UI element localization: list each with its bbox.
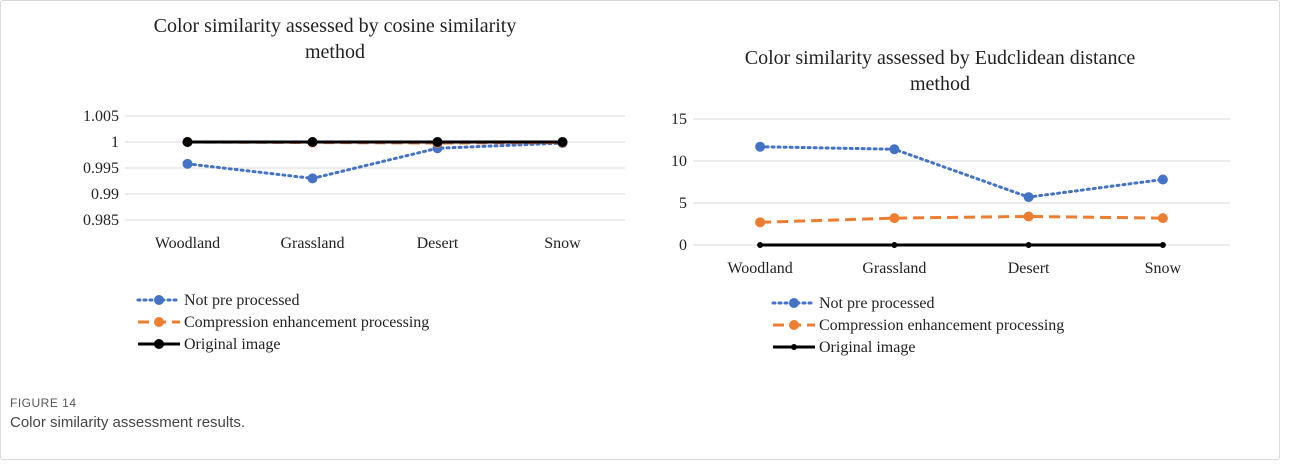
- data-point: [889, 144, 900, 155]
- y-tick-label: 5: [679, 195, 687, 212]
- legend-label: Compression enhancement processing: [819, 317, 1064, 334]
- chart-title-line-1: Color similarity assessed by Eudclidean …: [745, 47, 1136, 69]
- legend-label: Original image: [184, 336, 280, 353]
- data-point: [1157, 174, 1168, 185]
- x-tick-label: Desert: [1008, 260, 1050, 277]
- legend-entry: Not pre processed: [136, 292, 300, 309]
- chart-euclidean-distance: Color similarity assessed by Eudclidean …: [671, 47, 1230, 356]
- series-line-0: [758, 145, 1165, 199]
- y-tick-label: 0.995: [83, 160, 119, 177]
- legend-label: Original image: [819, 339, 915, 356]
- legend-entry: Original image: [138, 336, 280, 353]
- x-tick-label: Woodland: [727, 260, 792, 277]
- series-line-1: [760, 214, 1163, 224]
- data-point: [1025, 242, 1032, 248]
- data-point: [891, 242, 898, 248]
- x-tick-label: Woodland: [155, 235, 220, 252]
- figure-caption: Color similarity assessment results.: [10, 414, 246, 431]
- y-tick-label: 1: [111, 134, 119, 151]
- legend-swatch-marker: [154, 339, 164, 349]
- data-point: [182, 158, 193, 169]
- data-point: [889, 213, 900, 224]
- data-point: [1157, 213, 1168, 224]
- legend-entry: Original image: [773, 339, 915, 356]
- legend-swatch-marker: [791, 344, 797, 350]
- legend-swatch-marker: [154, 295, 164, 305]
- y-tick-label: 0.985: [83, 212, 119, 229]
- data-point: [1159, 242, 1166, 248]
- chart-title-line-2: method: [305, 41, 365, 63]
- x-tick-label: Desert: [417, 235, 459, 252]
- chart-title-line-1: Color similarity assessed by cosine simi…: [154, 15, 517, 37]
- legend-label: Not pre processed: [819, 295, 935, 312]
- data-point: [182, 137, 193, 147]
- legend-entry: Compression enhancement processing: [773, 317, 1064, 334]
- data-point: [557, 137, 568, 147]
- y-tick-label: 15: [671, 111, 687, 128]
- chart-panel-cosine: Color similarity assessed by cosine simi…: [0, 0, 640, 380]
- legend-swatch-marker: [154, 317, 164, 327]
- legend-entry: Compression enhancement processing: [138, 314, 429, 331]
- series-line-0: [186, 141, 564, 180]
- y-tick-label: 0: [679, 237, 687, 254]
- y-tick-label: 0.99: [91, 186, 119, 203]
- data-point: [757, 242, 764, 248]
- chart-panel-euclidean: Color similarity assessed by Eudclidean …: [645, 0, 1280, 380]
- legend-label: Compression enhancement processing: [184, 314, 429, 331]
- y-tick-label: 10: [671, 153, 687, 170]
- data-point: [755, 217, 766, 228]
- y-tick-label: 1.005: [83, 108, 119, 125]
- x-tick-label: Grassland: [281, 235, 345, 252]
- legend-entry: Not pre processed: [771, 295, 935, 312]
- data-point: [432, 137, 443, 147]
- data-point: [1023, 211, 1034, 222]
- figure-label: FIGURE 14: [10, 396, 77, 410]
- data-point: [307, 173, 318, 184]
- legend-label: Not pre processed: [184, 292, 300, 309]
- legend-swatch-marker: [789, 298, 799, 308]
- x-tick-label: Grassland: [862, 260, 926, 277]
- chart-title-line-2: method: [910, 73, 970, 95]
- x-tick-label: Snow: [544, 235, 581, 252]
- data-point: [307, 137, 318, 147]
- data-point: [755, 141, 766, 152]
- x-tick-label: Snow: [1145, 260, 1182, 277]
- figure-frame: [0, 0, 1280, 460]
- data-point: [1023, 192, 1034, 203]
- legend-swatch-marker: [789, 320, 799, 330]
- chart-cosine-similarity: Color similarity assessed by cosine simi…: [83, 15, 625, 353]
